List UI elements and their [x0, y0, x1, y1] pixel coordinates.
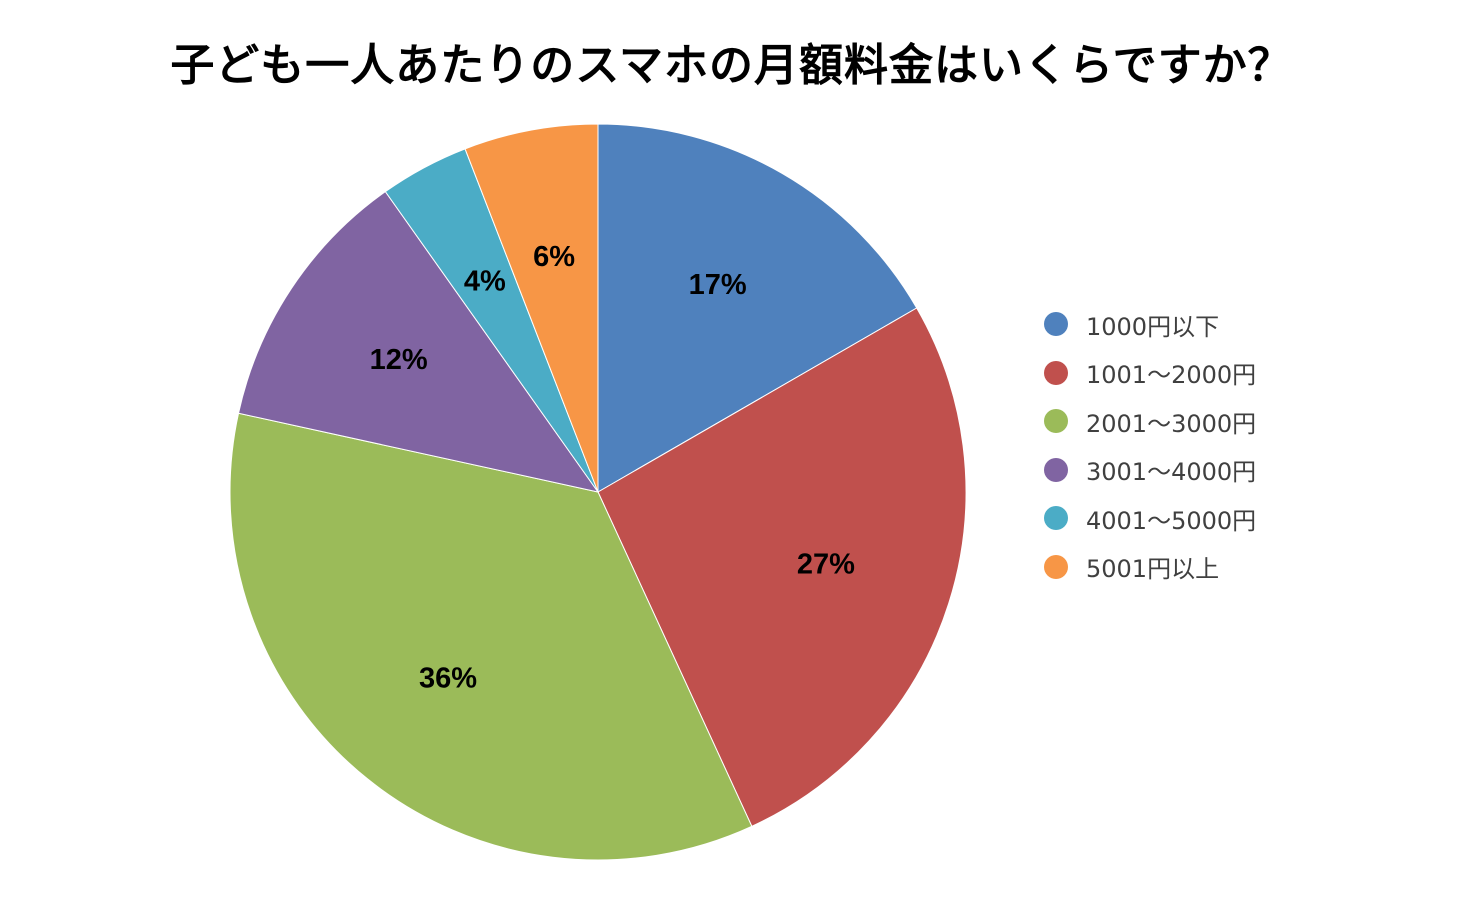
legend-item-4: 3001～4000円 — [1044, 446, 1256, 495]
legend: 1000円以下 1001～2000円 2001～3000円 3001～4000円 400… — [1044, 300, 1256, 591]
legend-item-5: 4001～5000円 — [1044, 494, 1256, 543]
data-label-1: 17% — [689, 269, 747, 301]
legend-swatch-1 — [1044, 312, 1068, 337]
legend-label-4: 3001～4000円 — [1086, 458, 1257, 487]
pie-slice-6 — [464, 123, 599, 493]
legend-item-3: 2001～3000円 — [1044, 397, 1256, 446]
legend-swatch-4 — [1044, 457, 1068, 482]
data-label-2: 27% — [797, 549, 855, 581]
legend-item-2: 1001～2000円 — [1044, 349, 1256, 398]
legend-label-6: 5001円以上 — [1086, 555, 1220, 584]
legend-label-1: 1000円以下 — [1086, 312, 1220, 341]
data-label-3: 36% — [419, 662, 477, 694]
legend-label-3: 2001～3000円 — [1086, 409, 1257, 438]
legend-swatch-5 — [1044, 506, 1068, 531]
chart-title: 子ども一人あたりのスマホの月額料金はいくらですか？ — [170, 40, 1293, 91]
legend-label-5: 4001～5000円 — [1086, 506, 1257, 535]
pie-slice-4 — [237, 190, 600, 493]
data-label-6: 6% — [533, 241, 575, 273]
legend-swatch-6 — [1044, 554, 1068, 579]
pie-slice-3 — [229, 412, 753, 861]
pie-slice-1 — [597, 123, 918, 493]
legend-label-2: 1001～2000円 — [1086, 361, 1257, 390]
legend-swatch-3 — [1044, 409, 1068, 434]
pie-slice-2 — [597, 307, 967, 827]
legend-item-6: 5001円以上 — [1044, 543, 1256, 592]
data-label-4: 12% — [370, 344, 428, 376]
data-label-5: 4% — [464, 265, 506, 297]
legend-item-1: 1000円以下 — [1044, 300, 1256, 349]
legend-swatch-2 — [1044, 360, 1068, 385]
